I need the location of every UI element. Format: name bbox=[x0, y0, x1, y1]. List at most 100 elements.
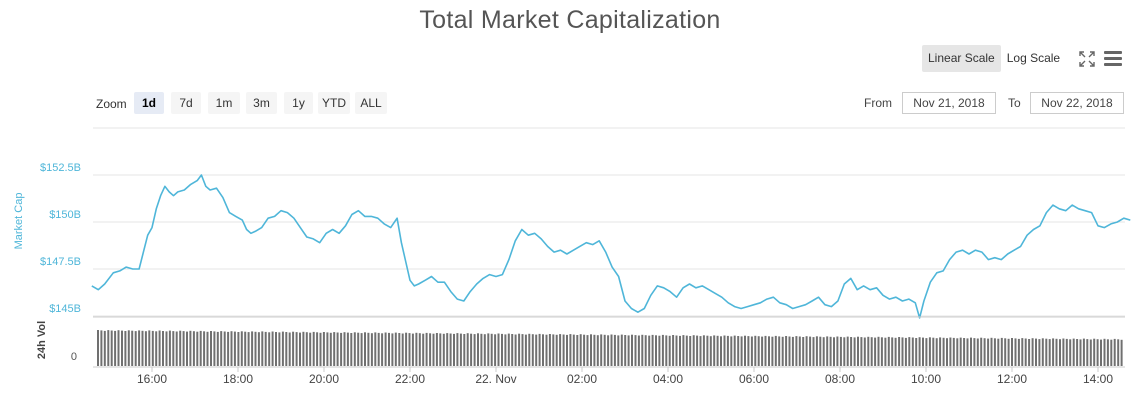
volume-bar bbox=[542, 334, 544, 366]
volume-bar bbox=[987, 338, 990, 366]
volume-bar bbox=[230, 331, 233, 366]
x-tick-label: 22:00 bbox=[395, 372, 425, 386]
volume-bar bbox=[1014, 338, 1017, 366]
volume-bar bbox=[915, 338, 918, 366]
volume-bar bbox=[555, 334, 558, 366]
volume-bar bbox=[1106, 339, 1109, 367]
volume-bar bbox=[1089, 339, 1092, 366]
volume-bar bbox=[1072, 338, 1075, 366]
zoom-1m-button[interactable]: 1m bbox=[208, 92, 240, 114]
volume-bar bbox=[679, 335, 681, 366]
volume-bar bbox=[281, 331, 284, 366]
volume-bar bbox=[970, 337, 972, 366]
linear-scale-button[interactable]: Linear Scale bbox=[922, 45, 1001, 72]
volume-bar bbox=[959, 337, 962, 366]
volume-bar bbox=[518, 333, 521, 366]
volume-bar bbox=[305, 332, 308, 366]
volume-bar bbox=[651, 334, 654, 366]
volume-bar bbox=[524, 334, 527, 366]
volume-bar bbox=[521, 334, 524, 366]
volume-bar bbox=[579, 334, 582, 366]
volume-axis-label: 24h Vol bbox=[36, 321, 48, 359]
volume-bar bbox=[774, 335, 777, 366]
volume-bar bbox=[644, 335, 647, 366]
volume-bar bbox=[141, 330, 144, 366]
volume-bar bbox=[993, 338, 996, 366]
volume-bar bbox=[531, 334, 534, 366]
volume-bar bbox=[747, 336, 750, 366]
volume-bar bbox=[898, 337, 901, 366]
volume-bar bbox=[1086, 339, 1089, 366]
to-label: To bbox=[1008, 96, 1021, 110]
volume-bar bbox=[244, 331, 247, 366]
volume-bar bbox=[863, 337, 866, 366]
volume-bar bbox=[480, 333, 483, 366]
volume-bar bbox=[802, 337, 805, 366]
volume-bar bbox=[429, 333, 432, 366]
zoom-3m-button[interactable]: 3m bbox=[246, 92, 277, 114]
volume-bar bbox=[552, 334, 555, 366]
volume-bar bbox=[706, 335, 709, 366]
volume-bar bbox=[610, 334, 613, 366]
y-axis-label: Market Cap bbox=[13, 193, 25, 250]
volume-bar bbox=[312, 331, 315, 366]
volume-bar bbox=[894, 337, 897, 366]
from-date-input[interactable] bbox=[902, 92, 996, 114]
zoom-1y-button[interactable]: 1y bbox=[284, 92, 313, 114]
volume-bar bbox=[199, 330, 202, 366]
volume-bar bbox=[1069, 339, 1072, 366]
volume-bar bbox=[1007, 338, 1010, 366]
volume-bar bbox=[425, 332, 428, 366]
volume-bar bbox=[795, 336, 798, 366]
volume-bar bbox=[275, 332, 277, 366]
menu-icon[interactable] bbox=[1104, 51, 1122, 67]
volume-bar bbox=[874, 337, 877, 366]
volume-bar bbox=[901, 337, 904, 366]
volume-bar bbox=[336, 332, 339, 366]
volume-bar bbox=[388, 332, 390, 366]
volume-bar bbox=[357, 332, 360, 366]
volume-bar bbox=[326, 332, 329, 366]
volume-bar bbox=[148, 330, 151, 366]
volume-tick-zero: 0 bbox=[71, 351, 77, 363]
volume-bar bbox=[744, 335, 746, 366]
volume-bar bbox=[935, 338, 938, 366]
volume-bar bbox=[952, 337, 955, 366]
fullscreen-icon[interactable] bbox=[1078, 50, 1096, 68]
volume-bar bbox=[939, 337, 942, 366]
volume-bar bbox=[685, 335, 688, 366]
volume-bar bbox=[121, 330, 123, 366]
volume-bar bbox=[839, 336, 842, 366]
zoom-ytd-button[interactable]: YTD bbox=[318, 92, 350, 114]
zoom-1d-button[interactable]: 1d bbox=[134, 92, 164, 114]
volume-bar bbox=[655, 335, 657, 366]
x-tick-label: 14:00 bbox=[1083, 372, 1113, 386]
volume-bar bbox=[723, 335, 726, 366]
volume-bar bbox=[867, 336, 870, 367]
volume-bar bbox=[398, 333, 401, 366]
volume-bar bbox=[442, 333, 445, 366]
volume-bar bbox=[963, 338, 966, 366]
volume-bar bbox=[593, 334, 596, 367]
volume-bar bbox=[477, 333, 479, 366]
volume-bar bbox=[1110, 339, 1113, 366]
volume-bar bbox=[713, 335, 716, 366]
volume-bar bbox=[418, 333, 421, 366]
log-scale-button[interactable]: Log Scale bbox=[1006, 51, 1061, 65]
volume-bar bbox=[583, 334, 586, 366]
volume-bar bbox=[1079, 339, 1082, 366]
volume-bar bbox=[97, 330, 99, 366]
volume-bar bbox=[374, 332, 377, 366]
volume-bar bbox=[726, 335, 729, 366]
to-date-input[interactable] bbox=[1030, 92, 1124, 114]
chart-title: Total Market Capitalization bbox=[419, 6, 721, 34]
y-axis-ticks: $145B $147.5B $150B $152.5B bbox=[40, 162, 81, 315]
volume-bar bbox=[997, 338, 1000, 366]
zoom-7d-button[interactable]: 7d bbox=[171, 92, 201, 114]
volume-bar bbox=[877, 336, 880, 366]
volume-bar bbox=[350, 333, 353, 366]
zoom-all-button[interactable]: ALL bbox=[355, 92, 387, 114]
volume-bar bbox=[127, 330, 130, 366]
volume-bar bbox=[353, 332, 356, 367]
